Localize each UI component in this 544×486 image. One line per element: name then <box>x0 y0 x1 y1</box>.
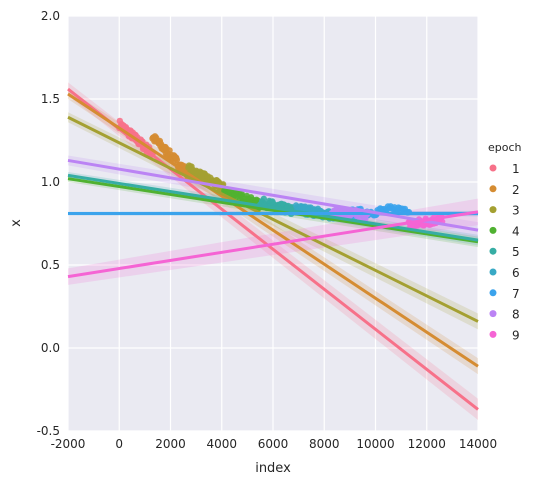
x-tick-label: 10000 <box>356 437 394 451</box>
point-epoch-2 <box>173 156 181 163</box>
y-tick-label: 1.0 <box>41 175 60 189</box>
legend-label-8: 8 <box>512 308 520 322</box>
x-tick-label: -2000 <box>51 437 86 451</box>
point-epoch-5 <box>260 195 268 203</box>
regression-lines <box>67 87 479 411</box>
x-tick-label: 0 <box>115 437 123 451</box>
x-tick-label: 8000 <box>309 437 340 451</box>
legend-marker-2 <box>489 185 497 193</box>
y-tick-label: 1.5 <box>41 92 60 106</box>
legend-marker-9 <box>489 330 497 338</box>
y-tick-label: 0.5 <box>41 258 60 272</box>
legend-title: epoch <box>488 141 522 154</box>
point-epoch-4 <box>238 191 246 198</box>
grid <box>67 15 479 432</box>
fit-line-epoch-1 <box>67 87 479 411</box>
legend-label-9: 9 <box>512 328 520 342</box>
legend-label-1: 1 <box>512 162 520 176</box>
legend-label-6: 6 <box>512 266 520 280</box>
legend-label-3: 3 <box>512 204 520 218</box>
y-tick-labels: -0.5 0.0 0.5 1.0 1.5 2.0 <box>37 9 60 438</box>
y-tick-label: 2.0 <box>41 9 60 23</box>
legend-marker-6 <box>489 268 497 276</box>
y-axis-label: x <box>9 219 24 227</box>
legend-marker-5 <box>489 247 497 255</box>
legend-label-2: 2 <box>512 183 520 197</box>
y-tick-label: 0.0 <box>41 341 60 355</box>
legend: epoch 1 2 3 4 5 6 7 8 9 <box>488 141 522 342</box>
y-tick-label: -0.5 <box>37 424 60 438</box>
legend-marker-4 <box>489 226 497 234</box>
legend-marker-7 <box>489 289 497 297</box>
legend-marker-1 <box>489 164 497 172</box>
legend-label-7: 7 <box>512 287 520 301</box>
legend-marker-8 <box>489 310 497 318</box>
legend-label-5: 5 <box>512 245 520 259</box>
x-tick-label: 2000 <box>155 437 186 451</box>
legend-marker-3 <box>489 206 497 214</box>
fit-line-epoch-3 <box>67 115 479 323</box>
fit-line-epoch-8 <box>67 158 479 232</box>
x-tick-label: 4000 <box>206 437 237 451</box>
x-tick-label: 14000 <box>459 437 497 451</box>
legend-label-4: 4 <box>512 224 520 238</box>
confidence-band-epoch-9 <box>68 198 478 285</box>
x-tick-label: 6000 <box>258 437 289 451</box>
x-tick-label: 12000 <box>408 437 446 451</box>
fit-line-epoch-5 <box>67 173 479 242</box>
x-axis-label: index <box>255 461 291 476</box>
x-tick-labels: -2000 0 2000 4000 6000 8000 10000 12000 14000 <box>51 437 498 451</box>
fit-line-epoch-2 <box>67 92 479 368</box>
fit-line-epoch-4 <box>67 177 479 244</box>
fit-line-epoch-9 <box>67 210 479 279</box>
